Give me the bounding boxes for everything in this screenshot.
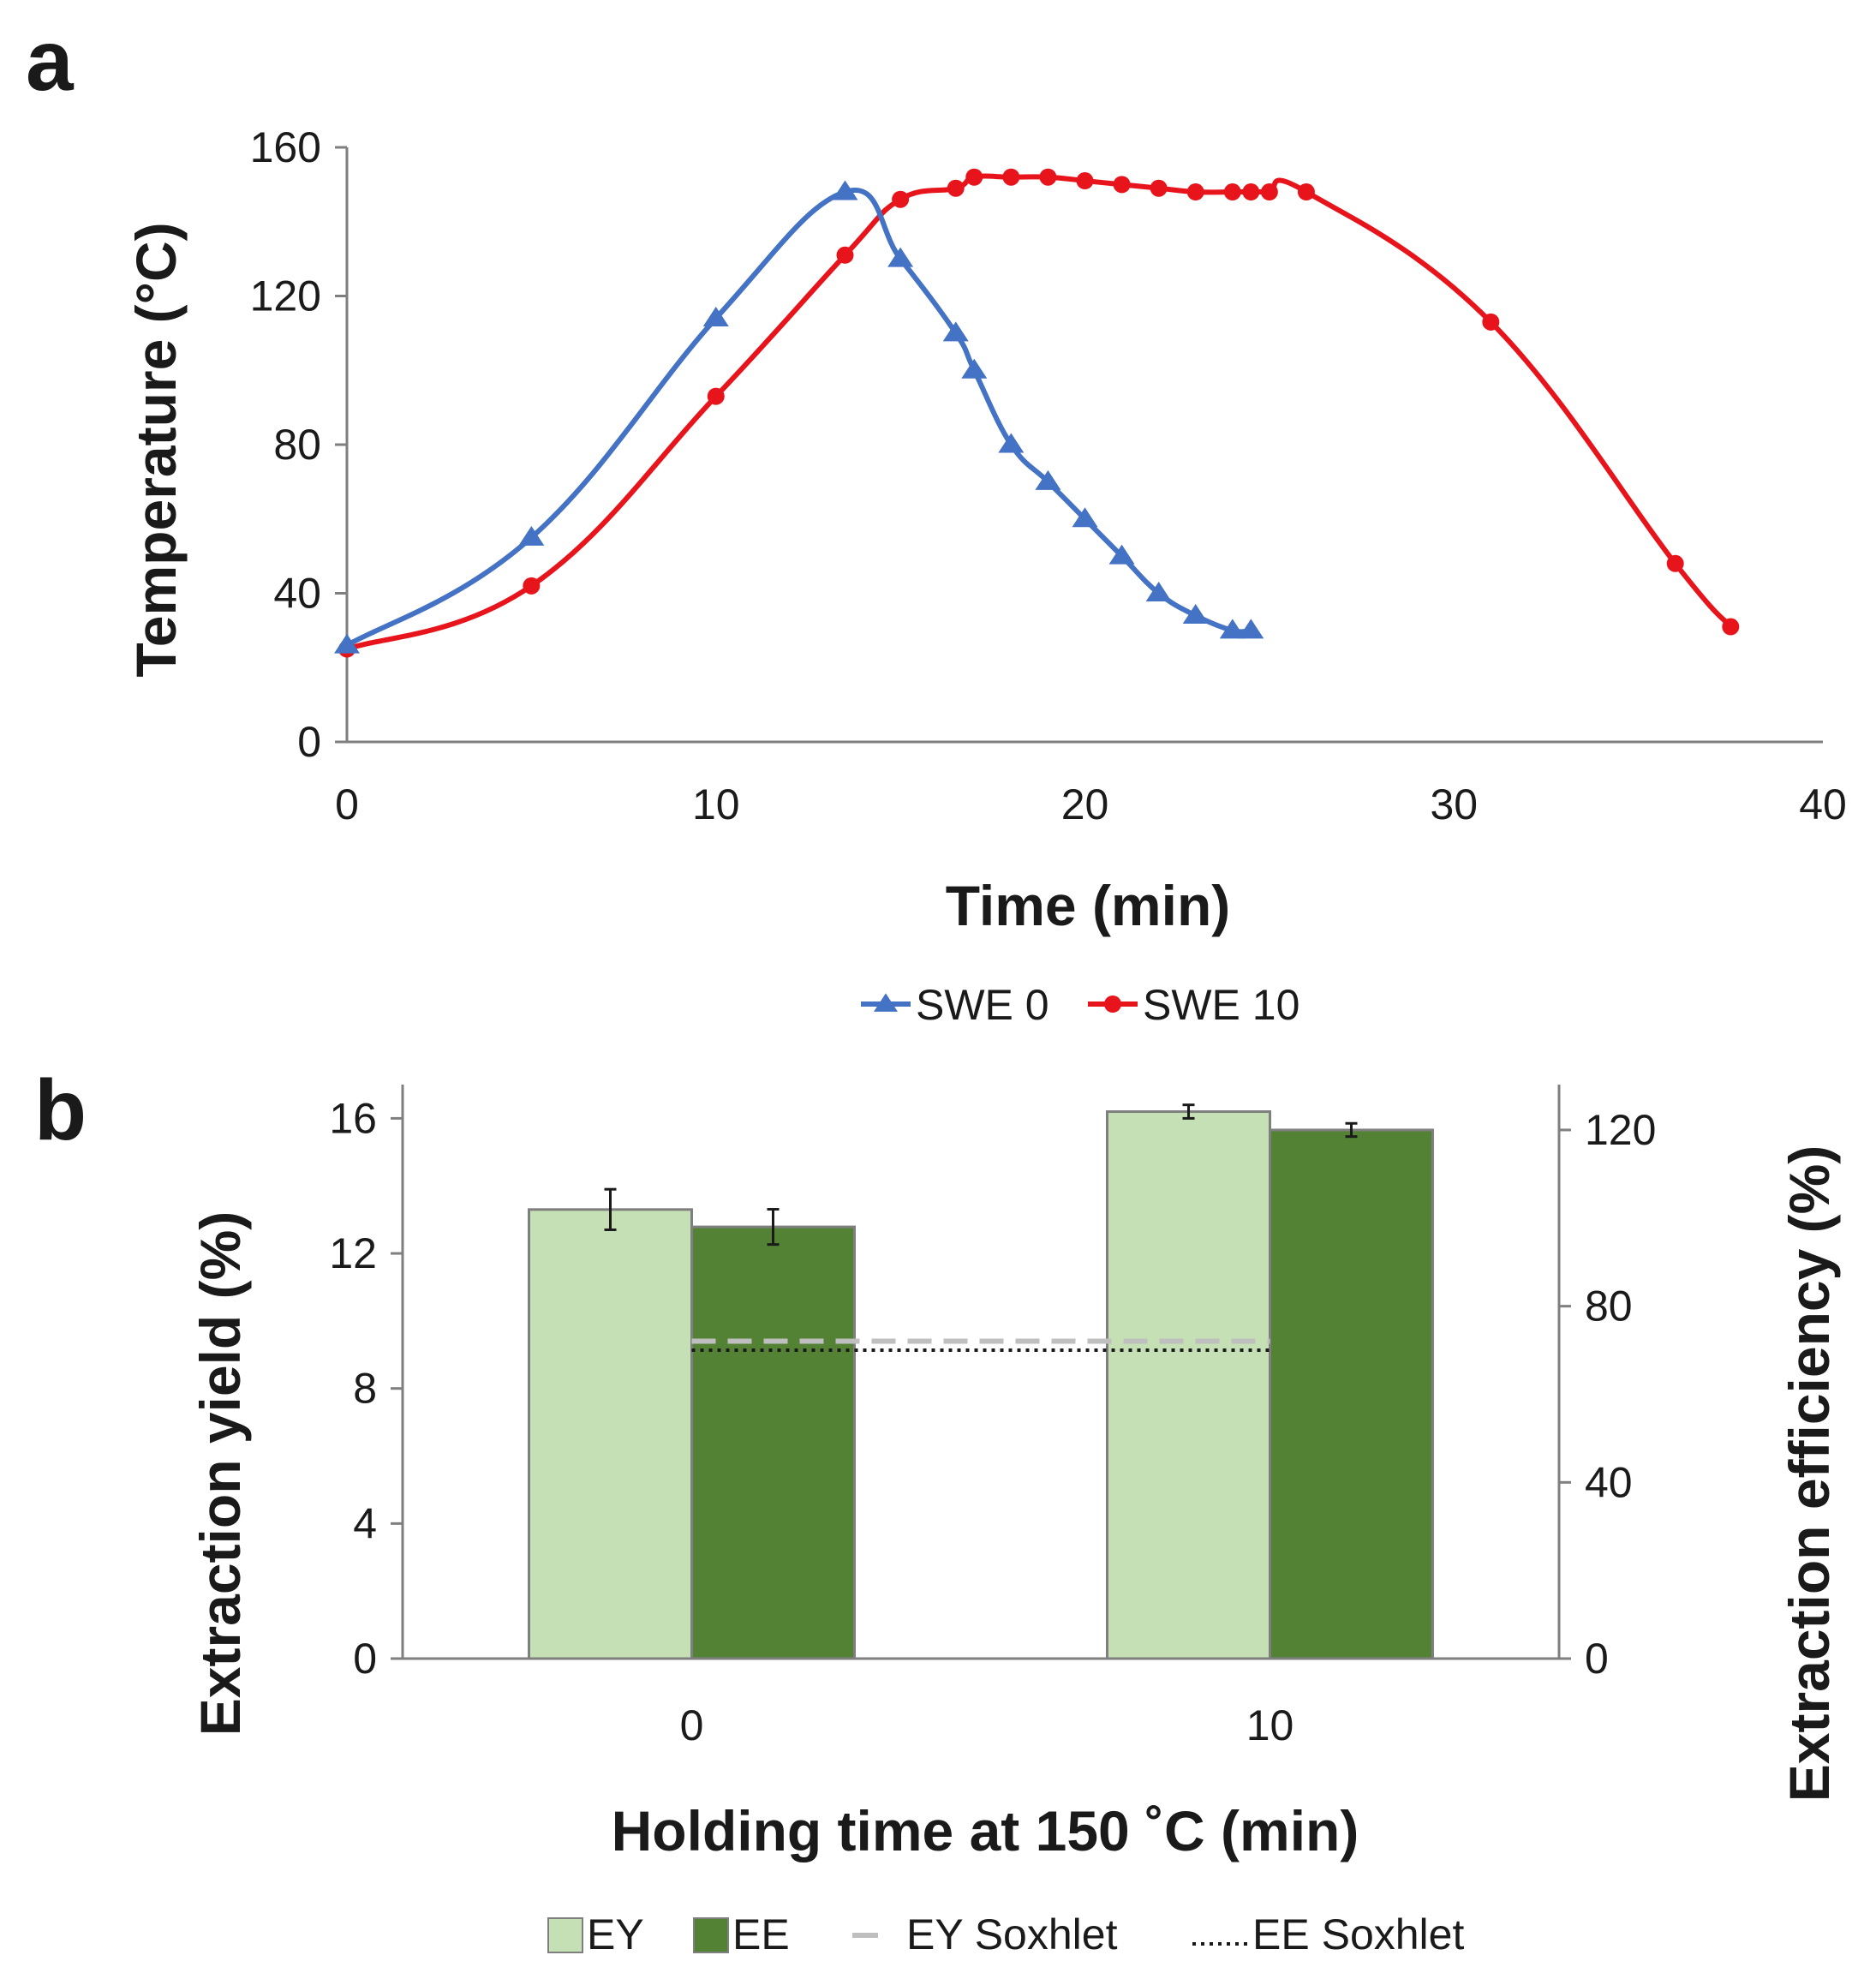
data-point-swe-0 <box>1108 544 1135 565</box>
panel-b-bar-chart: b 0 4 8 12 16 0 40 80 120 0 10 Holding time at 150… <box>34 1062 1841 1958</box>
data-point-swe-10 <box>836 246 854 264</box>
panel-b-y-tick-label: 0 <box>353 1635 377 1683</box>
panel-b-y-axis-title: Extraction yield (%) <box>188 1211 252 1736</box>
data-point-swe-0 <box>1072 507 1098 528</box>
panel-a-y-tick-label: 160 <box>250 123 321 171</box>
data-point-swe-0 <box>518 525 545 546</box>
data-point-swe-10 <box>1002 168 1020 186</box>
data-point-swe-10 <box>1242 183 1260 201</box>
panel-a-x-axis-title: Time (min) <box>946 874 1230 937</box>
data-point-swe-10 <box>965 168 983 186</box>
data-point-swe-10 <box>1223 183 1241 201</box>
panel-a-x-tick-label: 30 <box>1430 780 1478 828</box>
panel-b-y-tick-label: 16 <box>329 1094 377 1142</box>
data-point-swe-0 <box>1238 619 1264 639</box>
panel-b-y2-axis-title: Extraction efficiency (%) <box>1777 1145 1841 1803</box>
bar-ey <box>528 1208 693 1660</box>
data-point-swe-10 <box>1482 313 1500 331</box>
legend-swatch-ee <box>693 1917 729 1953</box>
data-point-swe-10 <box>1039 168 1057 186</box>
data-point-swe-10 <box>1113 176 1131 194</box>
data-point-swe-10 <box>892 190 910 208</box>
data-point-swe-0 <box>961 358 988 379</box>
legend-label: SWE 0 <box>916 981 1049 1029</box>
bar-ey <box>1106 1110 1271 1660</box>
legend-label: EE Soxhlet <box>1252 1910 1464 1958</box>
legend-swatch-ey <box>547 1917 583 1953</box>
data-point-swe-0 <box>334 633 360 654</box>
panel-a-y-tick-label: 40 <box>273 570 321 618</box>
panel-a-x-tick-label: 40 <box>1799 780 1847 828</box>
panel-a-x-tick-label: 10 <box>692 780 740 828</box>
panel-b-x-tick-label: 0 <box>680 1701 704 1749</box>
panel-b-y-tick-label: 8 <box>353 1365 377 1413</box>
legend-label: SWE 10 <box>1143 981 1299 1029</box>
data-point-swe-10 <box>1186 183 1204 201</box>
panel-b-x-tick-label: 10 <box>1246 1701 1294 1749</box>
panel-a-x-tick-label: 20 <box>1061 780 1109 828</box>
bar-ee <box>690 1225 856 1660</box>
panel-a-y-tick-label: 80 <box>273 421 321 469</box>
panel-a-legend: SWE 0 SWE 10 <box>861 981 1299 1029</box>
panel-a-label: a <box>26 13 75 109</box>
legend-marker-swe-0 <box>874 993 898 1012</box>
panel-a-y-tick-label: 120 <box>250 272 321 320</box>
panel-a-plot-area: 0 40 80 120 160 0 10 20 30 40 <box>250 123 1847 828</box>
legend-label: EE <box>732 1910 790 1958</box>
panel-b-y2-tick-label: 0 <box>1585 1635 1609 1683</box>
data-point-swe-10 <box>1297 183 1315 201</box>
panel-b-y2-tick-label: 120 <box>1585 1106 1656 1154</box>
data-point-swe-10 <box>1260 183 1278 201</box>
data-point-swe-10 <box>523 577 541 595</box>
panel-b-legend: EY EE EY Soxhlet EE Soxhlet <box>547 1910 1464 1958</box>
legend-marker-swe-10 <box>1104 995 1121 1013</box>
panel-a-y-tick-label: 0 <box>297 718 321 766</box>
legend-label: EY <box>587 1910 644 1958</box>
data-point-swe-10 <box>1666 554 1684 572</box>
data-point-swe-10 <box>1722 618 1740 636</box>
data-point-swe-0 <box>1145 582 1172 601</box>
panel-b-x-axis-title: Holding time at 150 ˚C (min) <box>612 1799 1359 1862</box>
panel-a-y-axis-title: Temperature (°C) <box>124 222 188 677</box>
panel-b-label: b <box>34 1062 87 1158</box>
series-line-swe-10 <box>346 173 1733 652</box>
panel-b-plot-area: 0 4 8 12 16 0 40 80 120 0 10 <box>329 1085 1656 1749</box>
panel-a-line-chart: a 0 40 80 120 160 0 10 20 30 40 Time (min) Temper… <box>26 13 1847 1029</box>
panel-b-y-tick-label: 12 <box>329 1229 377 1277</box>
series-line-swe-0 <box>345 188 1252 648</box>
panel-b-y2-tick-label: 40 <box>1585 1458 1633 1506</box>
data-point-swe-0 <box>887 247 914 267</box>
data-point-swe-0 <box>702 307 729 326</box>
data-point-swe-0 <box>998 433 1025 453</box>
data-point-swe-10 <box>947 179 965 197</box>
data-point-swe-0 <box>1219 619 1246 639</box>
data-point-swe-0 <box>1035 469 1061 490</box>
panel-b-y2-tick-label: 80 <box>1585 1282 1633 1330</box>
data-point-swe-10 <box>707 387 725 405</box>
panel-b-y-tick-label: 4 <box>353 1499 377 1547</box>
data-point-swe-0 <box>942 321 969 342</box>
panel-a-x-tick-label: 0 <box>335 780 359 828</box>
data-point-swe-10 <box>1076 172 1094 190</box>
bar-ee <box>1269 1128 1434 1660</box>
data-point-swe-10 <box>1150 179 1168 197</box>
data-point-swe-0 <box>832 180 858 200</box>
data-point-swe-0 <box>1182 604 1209 624</box>
legend-label: EY Soxhlet <box>906 1910 1118 1958</box>
